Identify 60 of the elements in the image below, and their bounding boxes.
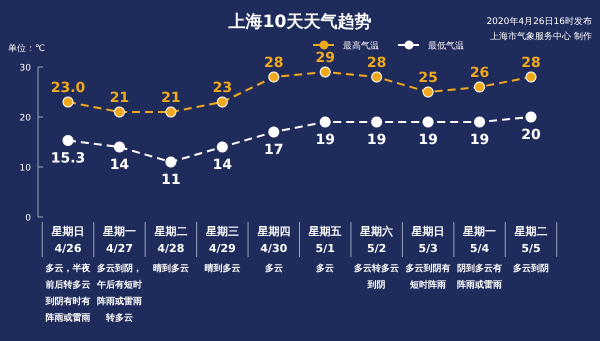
data-label: 28 bbox=[521, 55, 541, 71]
legend-label: 最低气温 bbox=[428, 40, 464, 52]
x-tick-label: 星期二 5/5 多云到阴 bbox=[513, 225, 549, 274]
x-tick-label: 星期一 4/27 多云到阴，午后有短时阵雨或雷雨转多云 bbox=[96, 225, 142, 324]
point bbox=[422, 86, 434, 98]
x-tick-label: 星期五 5/1 多云 bbox=[308, 225, 342, 274]
data-label: 19 bbox=[418, 132, 438, 148]
x-tick-label: 星期四 4/30 多云 bbox=[256, 225, 290, 274]
point bbox=[526, 72, 536, 82]
y-tick-label: 30 bbox=[20, 64, 32, 74]
data-label: 21 bbox=[110, 90, 130, 106]
point bbox=[216, 142, 228, 152]
text: 2020年4月26日16时发布 bbox=[486, 16, 592, 27]
point bbox=[216, 96, 228, 108]
data-label: 28 bbox=[366, 55, 386, 71]
chart-title: 上海10天天气趋势 bbox=[228, 12, 372, 32]
point bbox=[268, 72, 280, 82]
point bbox=[320, 66, 331, 78]
data-label: 23 bbox=[212, 80, 232, 96]
point bbox=[165, 106, 176, 118]
y-tick-label: 0 bbox=[25, 214, 32, 224]
legend-label: 最高气温 bbox=[343, 40, 379, 52]
data-label: 15.3 bbox=[50, 150, 86, 166]
data-label: 20 bbox=[521, 127, 541, 143]
point bbox=[165, 156, 176, 168]
data-label: 21 bbox=[161, 90, 181, 106]
x-tick-label: 星期日 5/3 多云到阴有短时阵雨 bbox=[406, 225, 451, 290]
point bbox=[371, 72, 382, 82]
data-label: 19 bbox=[470, 132, 490, 148]
point bbox=[114, 106, 125, 118]
point bbox=[62, 96, 74, 108]
y-tick-label: 20 bbox=[20, 114, 32, 124]
data-label: 11 bbox=[161, 172, 181, 188]
point bbox=[268, 126, 280, 138]
x-tick-label: 星期六 5/2 多云转多云到阴 bbox=[354, 225, 400, 290]
text: 上海市气象服务中心 制作 bbox=[490, 31, 592, 42]
data-label: 19 bbox=[315, 132, 335, 148]
point bbox=[114, 142, 125, 152]
y-axis-title: 单位：℃ bbox=[8, 43, 46, 54]
point bbox=[474, 82, 486, 92]
point bbox=[422, 116, 434, 128]
x-tick-label: 星期三 4/29 晴到多云 bbox=[204, 225, 240, 274]
data-label: 19 bbox=[366, 132, 386, 148]
data-label: 28 bbox=[264, 55, 284, 71]
y-tick-label: 10 bbox=[20, 164, 32, 174]
point bbox=[371, 116, 382, 128]
point bbox=[526, 112, 536, 122]
point bbox=[320, 116, 331, 128]
data-label: 26 bbox=[470, 65, 490, 81]
data-label: 14 bbox=[212, 157, 232, 173]
data-label: 23.0 bbox=[50, 80, 86, 96]
data-label: 14 bbox=[110, 157, 130, 173]
point bbox=[474, 116, 486, 128]
point bbox=[62, 135, 74, 146]
x-tick-label: 星期日 4/26 多云，半夜前后转多云到阴有时有阵雨或雷雨 bbox=[44, 225, 92, 324]
x-tick-label: 星期二 4/28 晴到多云 bbox=[152, 225, 189, 274]
x-tick-label: 星期一 5/4 阴到多云有阵雨或雷雨 bbox=[457, 225, 502, 290]
data-label: 29 bbox=[315, 50, 335, 66]
data-label: 25 bbox=[418, 70, 438, 86]
data-label: 17 bbox=[264, 142, 284, 158]
